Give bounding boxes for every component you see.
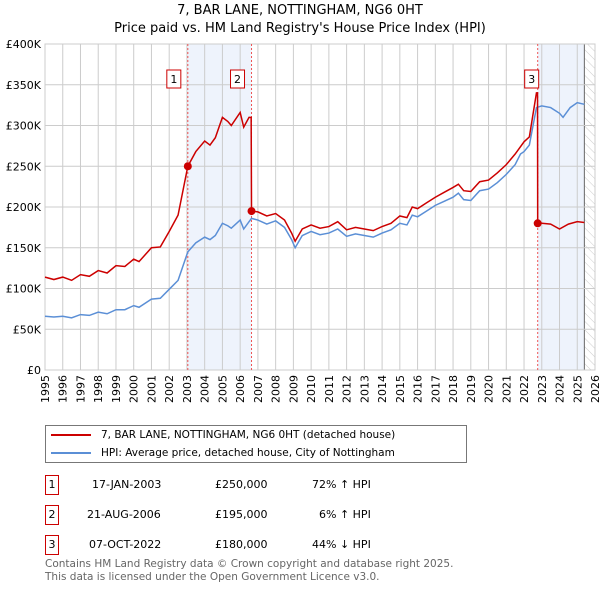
sale-label-box (524, 69, 540, 89)
footer-line-1: Contains HM Land Registry data © Crown c… (45, 558, 454, 570)
x-tick-label: 2019 (465, 375, 478, 403)
sale-row: 2 21-AUG-2006 £195,000 6% ↑ HPI (45, 505, 445, 525)
legend-item-property: 7, BAR LANE, NOTTINGHAM, NG6 0HT (detach… (46, 426, 466, 444)
x-tick-label: 2008 (270, 375, 283, 403)
sale-price: £250,000 (215, 478, 268, 491)
x-tick-label: 1995 (39, 375, 52, 403)
x-tick-label: 1998 (92, 375, 105, 403)
x-tick-label: 2010 (305, 375, 318, 403)
x-tick-label: 2016 (412, 375, 425, 403)
sale-date: 07-OCT-2022 (89, 538, 162, 551)
hpi-line (44, 101, 585, 319)
x-tick-label: 2018 (447, 375, 460, 403)
y-tick-label: £100K (6, 283, 42, 296)
legend-label: HPI: Average price, detached house, City… (101, 447, 395, 459)
x-tick-label: 2022 (518, 375, 531, 403)
x-tick-label: 2024 (554, 375, 567, 403)
sale-point (183, 162, 192, 171)
x-tick-label: 2006 (234, 375, 247, 403)
x-tick-label: 2007 (252, 375, 265, 403)
sale-hpi-diff: 44% ↓ HPI (312, 538, 371, 551)
sale-hpi-diff: 72% ↑ HPI (312, 478, 371, 491)
sale-row: 1 17-JAN-2003 £250,000 72% ↑ HPI (45, 475, 445, 495)
y-tick-label: £150K (6, 242, 42, 255)
y-tick-label: £300K (6, 120, 42, 133)
x-tick-label: 2002 (163, 375, 176, 403)
y-tick-label: £0 (27, 364, 41, 377)
sale-point (247, 207, 256, 216)
sale-marker-badge: 2 (45, 505, 59, 525)
legend: 7, BAR LANE, NOTTINGHAM, NG6 0HT (detach… (45, 425, 467, 463)
sale-point (533, 219, 542, 228)
x-tick-label: 1997 (74, 375, 87, 403)
y-tick-label: £250K (6, 160, 42, 173)
x-tick-label: 2013 (358, 375, 371, 403)
x-tick-label: 2003 (181, 375, 194, 403)
property-price-line (44, 92, 585, 282)
x-tick-label: 2017 (429, 375, 442, 403)
x-tick-label: 2012 (341, 375, 354, 403)
y-tick-label: £200K (6, 201, 42, 214)
sale-date: 21-AUG-2006 (87, 508, 161, 521)
sale-price: £195,000 (215, 508, 268, 521)
price-chart: 1995 1996 1997 1998 1999 2000 2001 2002 2003 2004… (6, 38, 600, 403)
footer: Contains HM Land Registry data © Crown c… (45, 558, 453, 584)
sale-marker-badge: 1 (45, 475, 59, 495)
sale-label: 1 (170, 73, 177, 86)
legend-label: 7, BAR LANE, NOTTINGHAM, NG6 0HT (detach… (101, 429, 396, 441)
x-tick-label: 2025 (571, 375, 584, 403)
sale-price: £180,000 (215, 538, 268, 551)
sale-date: 17-JAN-2003 (92, 478, 162, 491)
x-tick-label: 2023 (536, 375, 549, 403)
sale-label: 3 (528, 73, 535, 86)
title-line-2: Price paid vs. HM Land Registry's House … (114, 21, 486, 36)
sale-hpi-diff: 6% ↑ HPI (319, 508, 371, 521)
x-tick-label: 2021 (500, 375, 513, 403)
y-tick-label: £400K (6, 38, 42, 51)
x-tick-label: 2020 (483, 375, 496, 403)
x-tick-label: 2014 (376, 375, 389, 403)
x-tick-label: 2001 (145, 375, 158, 403)
x-tick-label: 2000 (128, 375, 141, 403)
x-tick-label: 2026 (589, 375, 600, 403)
y-tick-label: £350K (6, 79, 42, 92)
red-line-swatch (51, 434, 91, 436)
x-tick-label: 2005 (216, 375, 229, 403)
sale-marker-badge: 3 (45, 535, 59, 555)
footer-line-2: This data is licensed under the Open Gov… (45, 571, 380, 583)
x-tick-label: 2011 (323, 375, 336, 403)
x-tick-label: 2004 (199, 375, 212, 403)
sale-label-box (166, 69, 182, 89)
x-tick-label: 2009 (287, 375, 300, 403)
sale-label: 2 (234, 73, 241, 86)
sale-row: 3 07-OCT-2022 £180,000 44% ↓ HPI (45, 535, 445, 555)
plot-border (44, 43, 596, 371)
sale-label-box (230, 69, 246, 89)
legend-item-hpi: HPI: Average price, detached house, City… (46, 444, 466, 462)
x-tick-label: 1999 (110, 375, 123, 403)
chart-title: 7, BAR LANE, NOTTINGHAM, NG6 0HT Price p… (0, 2, 600, 38)
x-tick-label: 1996 (57, 375, 70, 403)
x-tick-label: 2015 (394, 375, 407, 403)
blue-line-swatch (51, 452, 91, 454)
title-line-1: 7, BAR LANE, NOTTINGHAM, NG6 0HT (177, 3, 423, 18)
y-tick-label: £50K (13, 323, 42, 336)
